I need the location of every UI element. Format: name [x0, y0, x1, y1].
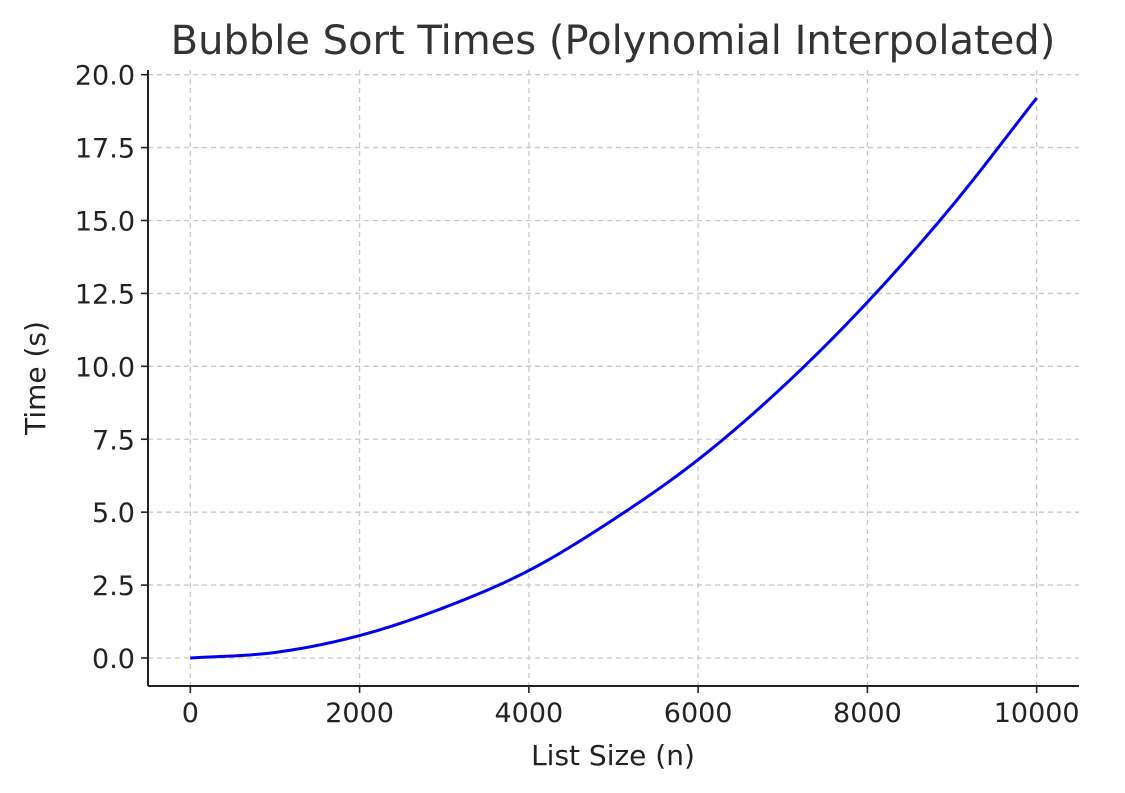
y-axis-label: Time (s) — [19, 321, 52, 436]
x-ticks: 0 2000 4000 6000 8000 10000 — [182, 686, 1080, 729]
x-tick-label: 10000 — [994, 698, 1080, 729]
grid — [148, 70, 1079, 686]
y-tick-label: 2.5 — [92, 571, 135, 602]
y-tick-label: 12.5 — [75, 279, 135, 310]
y-tick-label: 20.0 — [75, 61, 135, 92]
y-tick-label: 10.0 — [75, 352, 135, 383]
x-tick-label: 4000 — [495, 698, 564, 729]
x-tick-label: 0 — [182, 698, 199, 729]
chart-title: Bubble Sort Times (Polynomial Interpolat… — [171, 18, 1056, 64]
y-tick-label: 7.5 — [92, 425, 135, 456]
x-tick-label: 2000 — [325, 698, 394, 729]
y-ticks: 0.0 2.5 5.0 7.5 10.0 12.5 15.0 17.5 20.0 — [75, 61, 148, 675]
series-line — [190, 97, 1038, 660]
y-tick-label: 17.5 — [75, 134, 135, 165]
y-tick-label: 5.0 — [92, 498, 135, 529]
y-tick-label: 0.0 — [92, 644, 135, 675]
x-axis-label: List Size (n) — [531, 739, 695, 772]
axes — [147, 70, 1079, 687]
x-tick-label: 6000 — [664, 698, 733, 729]
y-tick-label: 15.0 — [75, 207, 135, 238]
series-layer — [190, 97, 1038, 660]
x-tick-label: 8000 — [833, 698, 902, 729]
